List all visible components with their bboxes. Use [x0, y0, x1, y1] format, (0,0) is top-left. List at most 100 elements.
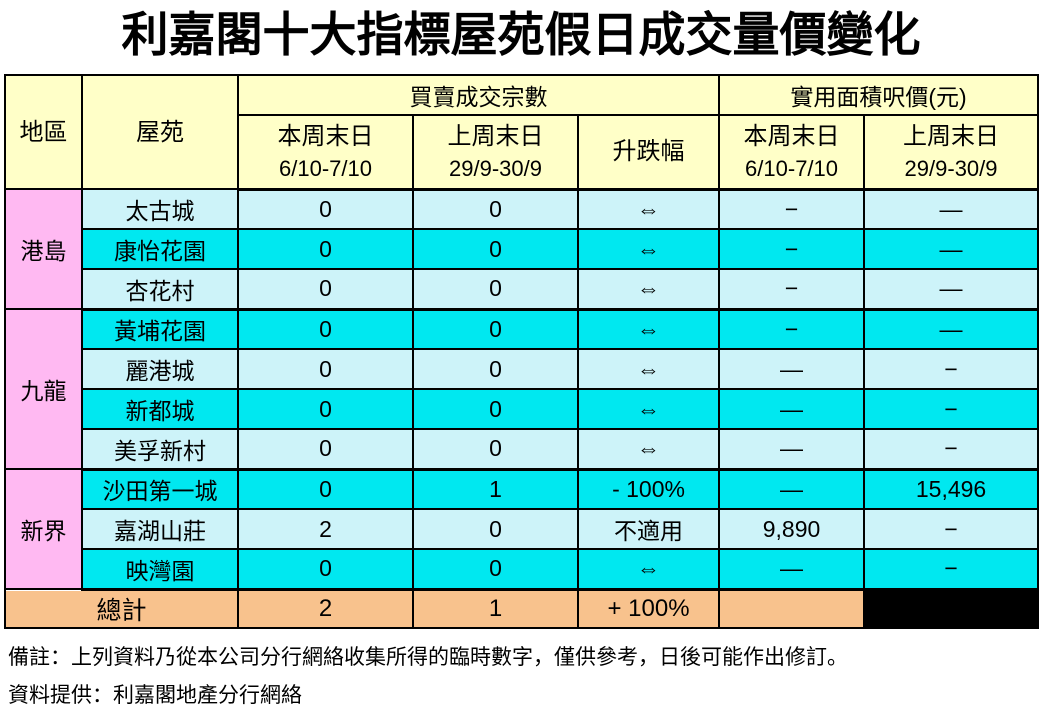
- header-estate-label: 屋苑: [136, 118, 184, 146]
- price-this-week-cell: —: [718, 468, 866, 511]
- tx-last-week-cell: 0: [412, 348, 579, 391]
- header-price-group: 實用面積呎價(元): [718, 74, 1040, 117]
- tx-last-week-cell: 0: [412, 388, 579, 431]
- tx-this-week-cell: 0: [237, 188, 414, 231]
- price-last-week-cell: −: [863, 428, 1040, 471]
- estate-cell: 杏花村: [81, 268, 239, 311]
- price-last-week-cell: —: [863, 188, 1040, 231]
- table-row: 美孚新村 0 0 ⇔ — −: [5, 428, 1040, 471]
- estate-cell: 新都城: [81, 388, 239, 431]
- table-row: 新界 沙田第一城 0 1 - 100% — 15,496: [4, 468, 1040, 591]
- tx-last-week-cell: 0: [412, 188, 579, 231]
- table-row: 新都城 0 0 ⇔ — −: [5, 388, 1040, 431]
- total-price-last-week-blank-cell: [863, 588, 1040, 629]
- price-last-week-cell: −: [863, 548, 1040, 591]
- total-change-cell: + 100%: [576, 588, 721, 629]
- header-tx-last-week-dates: 29/9-30/9: [449, 155, 542, 181]
- estate-cell: 嘉湖山莊: [81, 508, 239, 551]
- header-transactions-group: 買賣成交宗數: [236, 74, 721, 117]
- table-row: 康怡花園 0 0 ⇔ − —: [5, 228, 1040, 271]
- header-row-groups: 地區 屋苑 買賣成交宗數 實用面積呎價(元): [4, 74, 1040, 191]
- header-district: 地區: [4, 74, 83, 191]
- header-estate: 屋苑: [81, 74, 239, 191]
- price-last-week-cell: −: [863, 388, 1040, 431]
- source-note: 資料提供：利嘉閣地產分行網絡: [8, 683, 302, 707]
- estate-cell: 沙田第一城: [81, 468, 239, 511]
- price-last-week-cell: —: [863, 228, 1040, 271]
- tx-last-week-cell: 0: [412, 228, 579, 271]
- estate-cell: 康怡花園: [81, 228, 239, 271]
- table-row: 映灣園 0 0 ⇔ — −: [5, 548, 1040, 591]
- header-tx-this-week: 本周末日 6/10-7/10: [237, 114, 414, 191]
- price-this-week-cell: —: [718, 348, 866, 391]
- estate-cell: 美孚新村: [81, 428, 239, 471]
- tx-last-week-cell: 0: [412, 268, 579, 311]
- price-last-week-cell: −: [863, 348, 1040, 391]
- price-last-week-cell: 15,496: [863, 468, 1040, 511]
- total-price-this-week-cell: [718, 588, 866, 629]
- change-cell: ⇔: [576, 188, 721, 231]
- header-price-this-week: 本周末日 6/10-7/10: [718, 114, 866, 191]
- price-last-week-cell: —: [863, 308, 1040, 351]
- tx-last-week-cell: 0: [412, 428, 579, 471]
- price-this-week-cell: —: [718, 388, 866, 431]
- total-tx-this-week-cell: 2: [237, 588, 414, 629]
- district-cell-new-territories: 新界: [4, 468, 83, 591]
- total-tx-last-week-cell: 1: [412, 588, 579, 629]
- tx-last-week-cell: 0: [412, 308, 579, 351]
- change-cell: ⇔: [576, 228, 721, 271]
- price-this-week-cell: −: [718, 188, 866, 231]
- header-price-last-week-dates: 29/9-30/9: [904, 155, 998, 181]
- tx-this-week-cell: 0: [237, 388, 414, 431]
- change-cell: ⇔: [576, 348, 721, 391]
- change-cell: ⇔: [576, 308, 721, 351]
- header-price-last-week-label: 上周末日: [903, 122, 1000, 150]
- header-price-this-week-dates: 6/10-7/10: [745, 155, 839, 181]
- tx-this-week-cell: 0: [237, 428, 414, 471]
- header-row-sub: 本周末日 6/10-7/10 上周末日 29/9-30/9 升跌幅 本周末日 6…: [5, 114, 1040, 191]
- header-change-label: 升跌幅: [612, 138, 685, 166]
- change-cell: ⇔: [576, 428, 721, 471]
- estate-cell: 麗港城: [81, 348, 239, 391]
- price-this-week-cell: 9,890: [718, 508, 866, 551]
- price-this-week-cell: −: [718, 228, 866, 271]
- price-last-week-cell: —: [863, 268, 1040, 311]
- tx-this-week-cell: 0: [237, 268, 414, 311]
- tx-this-week-cell: 0: [237, 348, 414, 391]
- change-cell: ⇔: [576, 388, 721, 431]
- change-cell: ⇔: [576, 268, 721, 311]
- total-row: 總計 2 1 + 100%: [4, 588, 1040, 629]
- tx-last-week-cell: 0: [412, 548, 579, 591]
- price-this-week-cell: —: [718, 428, 866, 471]
- header-price-this-week-label: 本周末日: [743, 122, 840, 150]
- tx-this-week-cell: 0: [237, 548, 414, 591]
- table-row: 杏花村 0 0 ⇔ − —: [5, 268, 1040, 311]
- change-cell: ⇔: [576, 548, 721, 591]
- total-label-cell: 總計: [4, 588, 239, 629]
- tx-this-week-cell: 0: [237, 228, 414, 271]
- header-tx-last-week: 上周末日 29/9-30/9: [412, 114, 579, 191]
- page-title: 利嘉閣十大指標屋苑假日成交量價變化: [121, 8, 921, 61]
- tx-this-week-cell: 0: [237, 468, 414, 511]
- header-tx-this-week-dates: 6/10-7/10: [279, 155, 372, 181]
- district-cell-kowloon: 九龍: [4, 308, 83, 471]
- header-tx-last-week-label: 上周末日: [447, 122, 544, 150]
- change-cell: - 100%: [576, 468, 721, 511]
- change-cell: 不適用: [576, 508, 721, 551]
- header-district-label: 地區: [19, 118, 68, 146]
- table-row: 麗港城 0 0 ⇔ — −: [5, 348, 1040, 391]
- table-row: 嘉湖山莊 2 0 不適用 9,890 −: [5, 508, 1040, 551]
- estate-cell: 映灣園: [81, 548, 239, 591]
- tx-last-week-cell: 0: [412, 508, 579, 551]
- header-price-last-week: 上周末日 29/9-30/9: [863, 114, 1040, 191]
- header-tx-this-week-label: 本周末日: [277, 122, 374, 150]
- footnotes: 備註：上列資料乃從本公司分行網絡收集所得的臨時數字，僅供參考，日後可能作出修訂。…: [8, 639, 1042, 715]
- price-this-week-cell: −: [718, 268, 866, 311]
- table-row: 港島 太古城 0 0 ⇔ − —: [4, 188, 1040, 311]
- price-this-week-cell: —: [718, 548, 866, 591]
- estate-cell: 太古城: [81, 188, 239, 231]
- estates-table: 地區 屋苑 買賣成交宗數 實用面積呎價(元) 本周末日 6/10-7/10 上周…: [4, 74, 1040, 629]
- tx-this-week-cell: 2: [237, 508, 414, 551]
- estate-cell: 黃埔花園: [81, 308, 239, 351]
